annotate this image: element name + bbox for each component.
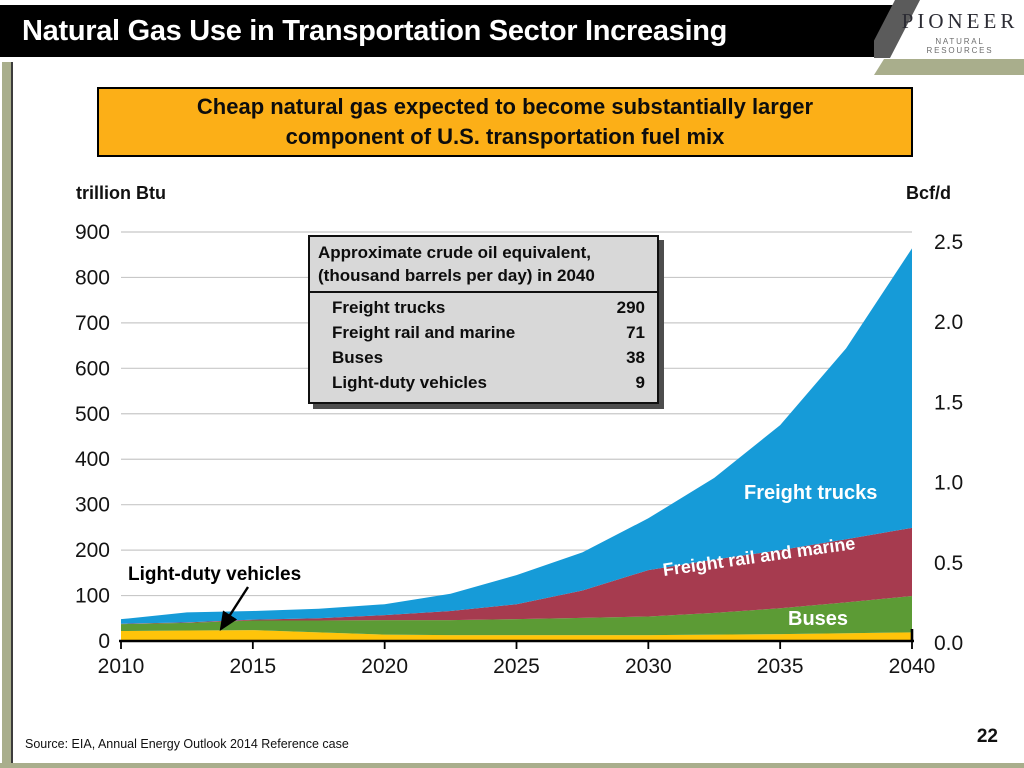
y-axis-left-tick-label: 500 [75,403,110,426]
y-axis-left-tick-label: 900 [75,221,110,244]
inset-rows: Freight trucks 290 Freight rail and marine… [310,293,657,402]
logo-wordmark: PIONEER [901,9,1019,33]
source-note: Source: EIA, Annual Energy Outlook 2014 … [25,737,349,751]
area-buses [121,596,912,636]
callout-line-2: component of U.S. transportation fuel mi… [285,124,725,149]
x-axis-tick-label: 2030 [625,655,672,678]
logo-subtitle: NATURAL RESOURCES [926,37,994,55]
x-axis-tick-label: 2025 [493,655,540,678]
logo-sage-band [874,59,1024,75]
y-axis-left-tick-label: 600 [75,357,110,380]
inset-row-label: Freight trucks [332,297,446,317]
x-axis-tick-label: 2010 [98,655,145,678]
y-axis-right-tick-label: 2.5 [934,231,963,254]
inset-row-value: 290 [616,297,645,317]
x-axis-tick-label: 2040 [889,655,936,678]
inset-row: Light-duty vehicles 9 [310,371,657,396]
inset-row-value: 71 [626,322,645,342]
series-label-buses: Buses [788,608,849,630]
title-bar: Natural Gas Use in Transportation Sector… [0,5,902,57]
pioneer-logo: PIONEER NATURAL RESOURCES [874,0,1024,78]
area-freight-trucks [121,248,912,624]
y-axis-left-tick-label: 100 [75,585,110,608]
inset-title-line-2: (thousand barrels per day) in 2040 [310,265,657,293]
inset-row-value: 38 [626,347,645,367]
left-axis-unit-label: trillion Btu [76,183,166,203]
y-axis-right-tick-label: 2.0 [934,311,963,334]
inset-row: Freight trucks 290 [310,296,657,321]
crude-oil-equivalent-box: Approximate crude oil equivalent, (thous… [308,235,659,404]
inset-row-label: Light-duty vehicles [332,372,487,392]
y-axis-left-tick-label: 0 [98,630,110,653]
y-axis-right-tick-label: 0.0 [934,632,963,655]
right-axis-unit-label: Bcf/d [906,183,951,203]
left-accent-strip [2,62,11,763]
inset-row: Buses 38 [310,346,657,371]
inset-row-label: Freight rail and marine [332,322,516,342]
annotation-light-duty-vehicles: Light-duty vehicles [128,564,302,585]
y-axis-left-tick-label: 700 [75,312,110,335]
page-number: 22 [976,726,998,747]
area-light-duty-vehicles [121,630,912,641]
area-freight-rail-and-marine [121,527,912,625]
x-axis-tick-label: 2035 [757,655,804,678]
inset-row: Freight rail and marine 71 [310,321,657,346]
y-axis-right-tick-label: 1.0 [934,472,963,495]
series-label-freight-trucks: Freight trucks [744,482,878,504]
slide-title: Natural Gas Use in Transportation Sector… [22,14,728,47]
bottom-accent-strip [0,763,1024,768]
y-axis-right-tick-label: 1.5 [934,391,963,414]
inset-row-label: Buses [332,347,384,367]
y-axis-left-tick-label: 400 [75,448,110,471]
inset-title-line-1: Approximate crude oil equivalent, [318,243,592,262]
left-accent-line [11,62,13,763]
y-axis-right-tick-label: 0.5 [934,552,963,575]
y-axis-left-tick-label: 800 [75,266,110,289]
y-axis-left-tick-label: 300 [75,494,110,517]
inset-row-value: 9 [635,372,645,392]
callout-line-1: Cheap natural gas expected to become sub… [196,94,814,120]
y-axis-left-tick-label: 200 [75,539,110,562]
light-duty-arrow [219,586,250,632]
x-axis-tick-label: 2015 [229,655,276,678]
x-axis-tick-label: 2020 [361,655,408,678]
callout-box: Cheap natural gas expected to become sub… [97,87,913,157]
